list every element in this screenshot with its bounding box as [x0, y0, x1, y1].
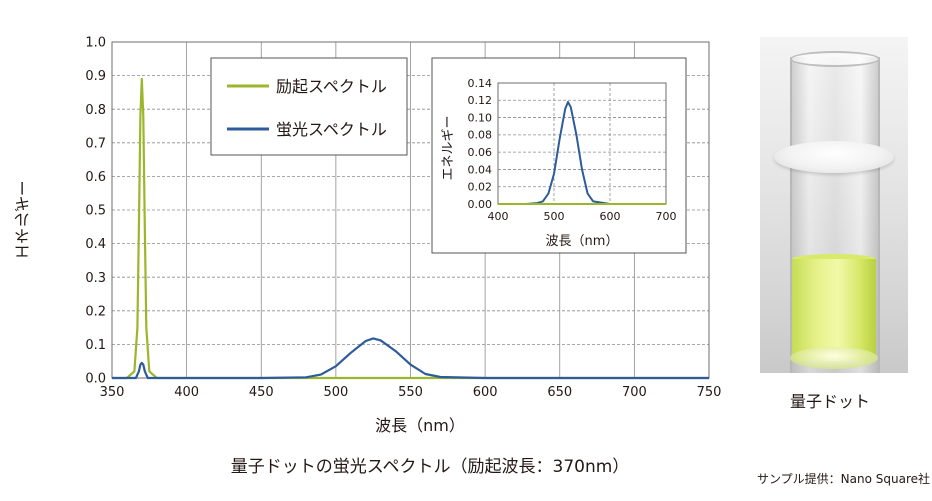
inset-x-tick-label: 500	[544, 210, 565, 223]
inset-series	[498, 101, 666, 205]
inset-y-tick-label: 0.14	[468, 77, 493, 90]
main-y-tick-label: 0.9	[85, 69, 106, 84]
main-y-tick-label: 0.7	[85, 136, 106, 151]
main-series	[112, 77, 709, 380]
main-y-tick-label: 0.0	[85, 372, 106, 387]
fluorescent-liquid	[792, 259, 876, 361]
main-y-tick-label: 0.2	[85, 304, 106, 319]
legend-label-fluorescence: 蛍光スペクトル	[276, 120, 387, 139]
main-y-tick-label: 0.1	[85, 338, 106, 353]
main-x-tick-label: 750	[697, 385, 722, 400]
main-y-tick-label: 0.3	[85, 271, 106, 286]
main-y-tick-label: 0.5	[85, 204, 106, 219]
main-y-tick-label: 0.6	[85, 170, 106, 185]
vial-rim	[790, 51, 880, 67]
sample-credit: サンプル提供：Nano Square社	[757, 472, 930, 486]
main-x-axis-label: 波長（nm）	[375, 416, 465, 435]
inset-y-tick-label: 0.12	[468, 94, 493, 107]
inset-y-tick-label: 0.08	[468, 129, 493, 142]
inset-y-tick-label: 0.10	[468, 111, 493, 124]
inset-y-axis-label: エネルギー	[441, 115, 456, 180]
inset-x-tick-label: 400	[488, 210, 509, 223]
legend-label-excitation: 励起スペクトル	[276, 77, 387, 96]
vial-base	[790, 347, 878, 369]
quantum-dot-photo	[760, 37, 908, 373]
inset-y-tick-label: 0.04	[468, 163, 493, 176]
main-x-tick-label: 350	[100, 385, 125, 400]
inset-x-tick-labels: 400 500 600 700	[488, 210, 677, 223]
main-x-tick-label: 450	[249, 385, 274, 400]
main-series-line-1	[112, 337, 709, 380]
main-x-tick-label: 550	[398, 385, 423, 400]
photo-label: 量子ドット	[789, 392, 870, 411]
main-x-tick-label: 500	[323, 385, 348, 400]
main-y-axis-label: エネルギー	[14, 180, 33, 260]
inset-grid	[498, 83, 666, 204]
inset-series-line-0	[498, 101, 666, 205]
inset-y-tick-label: 0.02	[468, 181, 493, 194]
inset-y-tick-label: 0.00	[468, 198, 493, 211]
main-x-tick-label: 700	[622, 385, 647, 400]
inset-y-tick-labels: 0.00 0.02 0.04 0.06 0.08 0.10 0.12 0.14	[468, 77, 493, 211]
main-x-tick-label: 600	[473, 385, 498, 400]
main-x-tick-labels: 350 400 450 500 550 600 650 700 750	[100, 385, 722, 400]
main-y-tick-labels: 0.0 0.1 0.2 0.3 0.4 0.5 0.6 0.7 0.8 0.9 1.0	[85, 36, 106, 387]
figure-caption: 量子ドットの蛍光スペクトル（励起波長：370nm）	[230, 457, 630, 477]
inset-panel: 0.00 0.02 0.04 0.06 0.08 0.10 0.12 0.14 400 500 6…	[431, 57, 687, 254]
vial-collar	[774, 141, 894, 173]
main-x-tick-label: 400	[174, 385, 199, 400]
main-y-tick-label: 1.0	[85, 36, 106, 51]
inset-x-axis-label: 波長（nm）	[546, 234, 619, 249]
main-y-tick-label: 0.4	[85, 237, 106, 252]
legend: 励起スペクトル 蛍光スペクトル	[210, 57, 408, 156]
inset-x-tick-label: 600	[600, 210, 621, 223]
main-y-tick-label: 0.8	[85, 103, 106, 118]
inset-x-tick-label: 700	[656, 210, 677, 223]
inset-y-tick-label: 0.06	[468, 146, 493, 159]
main-x-tick-label: 650	[547, 385, 572, 400]
